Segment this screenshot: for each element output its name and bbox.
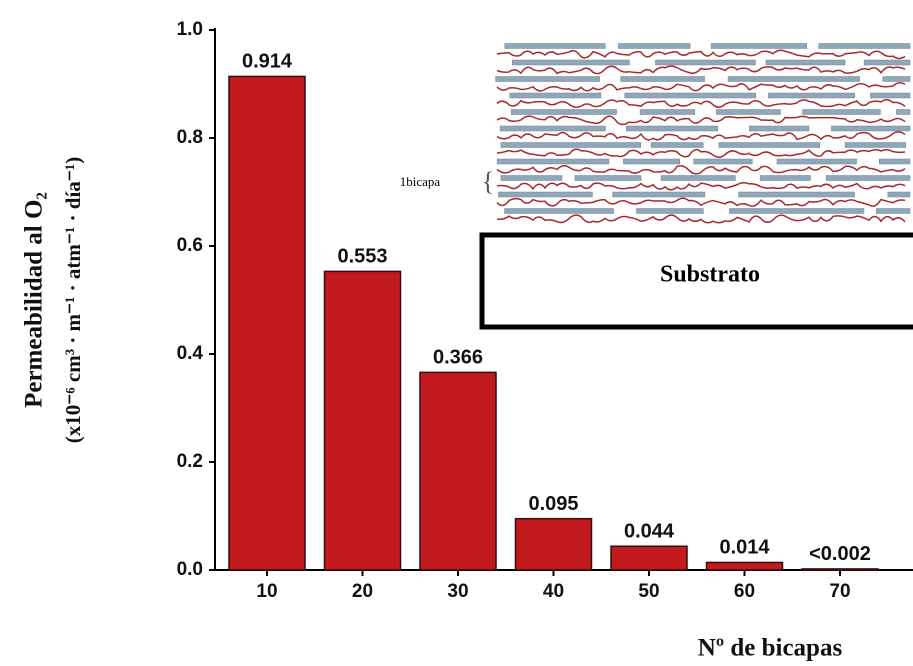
rod — [727, 76, 860, 82]
value-label: 0.014 — [719, 537, 770, 559]
rod — [504, 208, 614, 214]
rod — [650, 142, 704, 148]
rod — [896, 109, 911, 115]
rod — [612, 191, 706, 198]
bar — [419, 371, 497, 571]
polymer-chain — [496, 181, 906, 191]
layer-label: 1bicapa — [400, 174, 441, 189]
x-tick-label: 60 — [734, 581, 755, 602]
rod — [825, 175, 911, 181]
bar — [801, 568, 879, 571]
rod — [863, 59, 911, 66]
value-label: 0.366 — [433, 347, 483, 369]
x-tick-label: 50 — [638, 581, 659, 602]
rod — [511, 109, 617, 115]
rod — [870, 92, 911, 99]
rod — [887, 191, 911, 198]
rod — [738, 191, 855, 198]
value-label: 0.044 — [624, 521, 675, 543]
rod — [759, 175, 811, 181]
rod — [511, 59, 630, 66]
rod — [509, 92, 602, 99]
y-axis-units: (x10⁻⁶ cm³ · m⁻¹ · atm⁻¹ · día⁻¹) — [61, 157, 85, 443]
rod — [504, 43, 606, 49]
polymer-chain — [496, 148, 906, 159]
polymer-chain — [496, 165, 906, 175]
x-tick-label: 70 — [829, 581, 850, 602]
polymer-chain — [496, 197, 906, 207]
value-label: <0.002 — [809, 543, 871, 565]
rod — [879, 158, 911, 165]
value-label: 0.914 — [242, 51, 293, 73]
rod — [768, 92, 856, 99]
x-tick-label: 40 — [543, 581, 564, 602]
rod — [831, 125, 911, 132]
bar — [610, 545, 688, 571]
substrate-label: Substrato — [660, 262, 760, 288]
rod — [776, 158, 857, 165]
y-tick-label: 0.8 — [177, 127, 203, 148]
value-label: 0.553 — [337, 246, 387, 268]
rod — [626, 125, 718, 132]
rod — [499, 125, 606, 132]
y-tick-label: 0.2 — [177, 451, 203, 472]
rod — [875, 208, 911, 214]
y-tick-label: 0.0 — [177, 559, 203, 580]
polymer-chain — [496, 65, 906, 75]
polymer-chain — [496, 99, 906, 108]
rod — [749, 125, 810, 132]
y-tick-label: 0.4 — [177, 343, 204, 364]
inset-diagram — [495, 43, 911, 224]
rod — [620, 76, 705, 82]
rod — [729, 208, 865, 214]
rod — [693, 158, 753, 165]
polymer-chain — [496, 115, 906, 126]
rod — [802, 109, 881, 115]
rod — [716, 109, 781, 115]
rod — [624, 92, 756, 99]
bar — [514, 517, 593, 571]
rod — [636, 208, 704, 214]
bar — [705, 561, 784, 571]
bar — [228, 75, 306, 571]
rod — [660, 175, 736, 181]
polymer-chain — [496, 81, 906, 92]
x-tick-label: 30 — [447, 581, 468, 602]
y-tick-label: 1.0 — [177, 19, 203, 40]
rod — [765, 59, 846, 66]
rod — [500, 175, 563, 181]
rod — [639, 109, 696, 115]
substrate-box — [479, 232, 913, 330]
x-tick-label: 20 — [352, 581, 373, 602]
polymer-chain — [496, 214, 906, 224]
rod — [718, 142, 821, 148]
rod — [495, 76, 600, 82]
rod — [498, 191, 593, 198]
x-tick-label: 10 — [256, 581, 277, 602]
rod — [496, 158, 610, 165]
y-axis-title: Permeabilidad al O₂ — [21, 192, 48, 408]
x-axis-title: Nº de bicapas — [698, 635, 843, 662]
rod — [655, 59, 756, 66]
value-label: 0.095 — [528, 493, 578, 515]
rod — [818, 43, 911, 49]
polymer-chain — [496, 49, 906, 60]
rod — [882, 76, 911, 82]
rod — [500, 142, 642, 148]
polymer-chain — [496, 131, 906, 141]
rod — [710, 43, 808, 49]
y-tick-label: 0.6 — [177, 235, 203, 256]
brace: { — [482, 167, 494, 196]
rod — [623, 158, 680, 165]
rod — [617, 43, 691, 49]
rod — [844, 142, 907, 148]
rod — [574, 175, 642, 181]
bar — [323, 270, 402, 571]
